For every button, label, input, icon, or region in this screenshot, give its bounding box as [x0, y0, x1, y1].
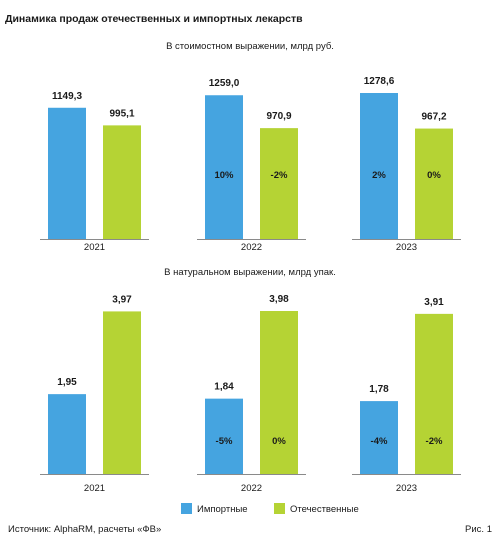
- year-label-2021-panel-1: 2021: [84, 242, 105, 253]
- value-label-domestic-2021-panel-2: 3,97: [112, 294, 132, 305]
- change-label-imported-2022-panel-1: 10%: [214, 170, 234, 181]
- change-label-domestic-2022-panel-2: 0%: [272, 436, 286, 447]
- chart-title: Динамика продаж отечественных и импортны…: [5, 13, 303, 25]
- year-label-2023-panel-2: 2023: [396, 483, 417, 494]
- value-label-imported-2023-panel-2: 1,78: [369, 384, 389, 395]
- change-label-imported-2023-panel-1: 2%: [372, 170, 386, 181]
- legend-label-imported: Импортные: [197, 504, 248, 515]
- value-label-imported-2022-panel-2: 1,84: [214, 382, 234, 393]
- year-label-2022-panel-2: 2022: [241, 483, 262, 494]
- value-label-domestic-2022-panel-1: 970,9: [266, 111, 291, 122]
- bar-imported-2022-panel-2: [205, 398, 243, 474]
- figure-label: Рис. 1: [465, 524, 492, 535]
- bar-domestic-2021-panel-1: [103, 125, 141, 239]
- value-label-imported-2022-panel-1: 1259,0: [209, 78, 240, 89]
- bar-domestic-2023-panel-2: [415, 313, 453, 474]
- value-label-domestic-2023-panel-1: 967,2: [421, 112, 446, 123]
- bar-domestic-2023-panel-1: [415, 128, 453, 239]
- bar-domestic-2021-panel-2: [103, 311, 141, 474]
- value-label-imported-2023-panel-1: 1278,6: [364, 76, 395, 87]
- change-label-domestic-2023-panel-2: -2%: [426, 436, 443, 447]
- panel-2-subtitle: В натуральном выражении, млрд упак.: [164, 267, 336, 278]
- legend-swatch-domestic: [274, 503, 285, 514]
- bar-imported-2021-panel-2: [48, 394, 86, 474]
- year-label-2023-panel-1: 2023: [396, 242, 417, 253]
- legend-swatch-imported: [181, 503, 192, 514]
- value-label-imported-2021-panel-2: 1,95: [57, 377, 77, 388]
- bar-imported-2023-panel-1: [360, 93, 398, 239]
- bar-imported-2021-panel-1: [48, 107, 86, 239]
- change-label-domestic-2022-panel-1: -2%: [271, 170, 288, 181]
- value-label-domestic-2022-panel-2: 3,98: [269, 294, 289, 305]
- change-label-imported-2022-panel-2: -5%: [216, 436, 233, 447]
- bar-domestic-2022-panel-1: [260, 128, 298, 239]
- source-note: Источник: AlphaRM, расчеты «ФВ»: [8, 524, 162, 535]
- bar-imported-2022-panel-1: [205, 95, 243, 240]
- bar-domestic-2022-panel-2: [260, 311, 298, 474]
- bar-imported-2023-panel-2: [360, 401, 398, 474]
- panel-1-subtitle: В стоимостном выражении, млрд руб.: [166, 41, 334, 52]
- value-label-domestic-2023-panel-2: 3,91: [424, 297, 444, 308]
- legend-label-domestic: Отечественные: [290, 504, 359, 515]
- year-label-2021-panel-2: 2021: [84, 483, 105, 494]
- change-label-imported-2023-panel-2: -4%: [371, 436, 388, 447]
- year-label-2022-panel-1: 2022: [241, 242, 262, 253]
- value-label-imported-2021-panel-1: 1149,3: [52, 91, 82, 102]
- value-label-domestic-2021-panel-1: 995,1: [109, 108, 134, 119]
- change-label-domestic-2023-panel-1: 0%: [427, 170, 441, 181]
